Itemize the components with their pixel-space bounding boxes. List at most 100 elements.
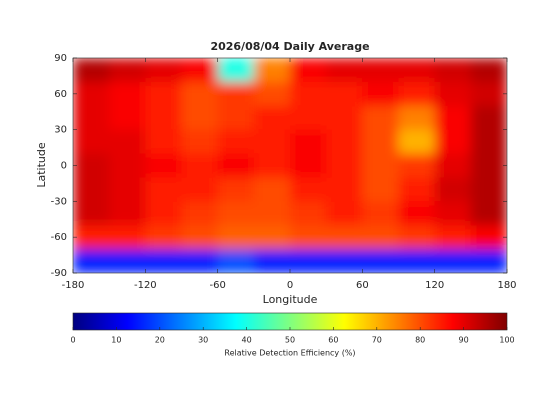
heat-cell: [73, 58, 110, 83]
heat-cell: [109, 105, 146, 131]
heat-cell: [109, 249, 146, 273]
heat-cell: [326, 177, 363, 202]
heat-cell: [434, 153, 472, 178]
heat-cell: [253, 177, 291, 202]
heat-cell: [326, 225, 363, 250]
heat-cell: [73, 201, 110, 226]
heat-cell: [73, 105, 110, 131]
heat-cell: [326, 129, 363, 155]
heat-cell: [398, 225, 436, 250]
heat-cell: [290, 201, 327, 226]
heat-cell: [253, 105, 291, 131]
heat-cell: [217, 81, 255, 107]
colorbar-tick-label: 10: [111, 336, 121, 345]
heat-cell: [362, 177, 399, 202]
heat-cell: [434, 201, 472, 226]
heat-cell: [362, 81, 399, 107]
heat-cell: [109, 177, 146, 202]
heat-cell: [253, 153, 291, 178]
heat-cell: [217, 58, 255, 83]
heat-cell: [434, 81, 472, 107]
heat-cell: [434, 249, 472, 273]
heat-cell: [109, 201, 146, 226]
colorbar-tick-label: 40: [242, 336, 252, 345]
heat-cell: [290, 105, 327, 131]
heat-cell: [470, 249, 507, 273]
heat-cell: [73, 129, 110, 155]
heat-cell: [109, 225, 146, 250]
heat-cell: [253, 129, 291, 155]
heat-cell: [290, 249, 327, 273]
heat-cell: [217, 177, 255, 202]
colorbar-tick-label: 20: [155, 336, 165, 345]
heat-cell: [217, 129, 255, 155]
y-tick-label: -30: [51, 196, 67, 207]
heat-cell: [470, 225, 507, 250]
heat-cell: [290, 225, 327, 250]
heat-cell: [217, 153, 255, 178]
heat-cell: [434, 129, 472, 155]
heat-cell: [362, 105, 399, 131]
heat-cell: [326, 249, 363, 273]
heat-cell: [181, 58, 219, 83]
heat-cell: [217, 105, 255, 131]
heat-cell: [470, 58, 507, 83]
heat-cell: [362, 201, 399, 226]
heat-cell: [181, 225, 219, 250]
colorbar-tick-label: 0: [70, 336, 75, 345]
colorbar-tick-label: 30: [198, 336, 208, 345]
x-tick-label: 120: [425, 280, 444, 291]
heat-cell: [434, 225, 472, 250]
heat-cell: [434, 105, 472, 131]
heat-cell: [362, 225, 399, 250]
heat-cell: [470, 177, 507, 202]
heat-cell: [73, 249, 110, 273]
x-tick-label: -120: [134, 280, 157, 291]
x-tick-label: -180: [62, 280, 85, 291]
heat-cell: [326, 81, 363, 107]
heat-cell: [326, 201, 363, 226]
heat-cell: [145, 58, 182, 83]
heat-cell: [470, 81, 507, 107]
heat-cell: [470, 105, 507, 131]
heat-cell: [290, 58, 327, 83]
heat-cell: [217, 249, 255, 273]
heat-cell: [181, 81, 219, 107]
heat-cell: [398, 153, 436, 178]
colorbar-tick-label: 50: [285, 336, 295, 345]
heat-cell: [398, 201, 436, 226]
heat-cell: [398, 129, 436, 155]
heat-cell: [253, 225, 291, 250]
heat-cell: [145, 105, 182, 131]
y-tick-label: 30: [54, 125, 67, 136]
heat-cell: [470, 129, 507, 155]
colorbar-tick-label: 90: [459, 336, 469, 345]
heat-cell: [398, 58, 436, 83]
heat-cell: [73, 225, 110, 250]
x-tick-label: -60: [209, 280, 225, 291]
colorbar-tick-label: 80: [415, 336, 425, 345]
heat-cell: [73, 81, 110, 107]
y-tick-label: -60: [51, 232, 67, 243]
heat-cell: [398, 81, 436, 107]
heat-cell: [217, 225, 255, 250]
heat-cell: [434, 58, 472, 83]
heat-cell: [470, 201, 507, 226]
heat-cell: [362, 129, 399, 155]
y-tick-label: 90: [54, 53, 67, 64]
heat-cell: [362, 153, 399, 178]
heat-cell: [145, 129, 182, 155]
heat-cell: [181, 177, 219, 202]
heat-cell: [326, 153, 363, 178]
y-tick-label: 60: [54, 89, 67, 100]
heat-cell: [181, 153, 219, 178]
heat-cell: [145, 225, 182, 250]
heat-cell: [326, 105, 363, 131]
heat-cell: [290, 129, 327, 155]
heat-cell: [290, 177, 327, 202]
heat-cell: [145, 153, 182, 178]
heat-cell: [470, 153, 507, 178]
heat-cell: [253, 201, 291, 226]
x-axis-label: Longitude: [263, 293, 318, 306]
heat-cell: [326, 58, 363, 83]
